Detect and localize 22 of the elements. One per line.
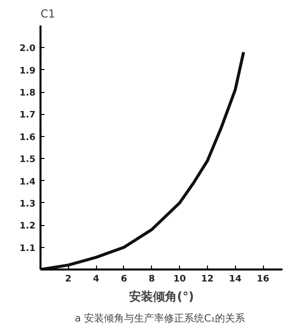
x-tick-label: 4	[93, 274, 100, 284]
x-axis-title: 安装倾角(°)	[129, 290, 194, 304]
y-tick-label: 1.3	[20, 199, 36, 210]
y-tick-label: 1.8	[20, 88, 36, 99]
y-tick-label: 1.2	[20, 222, 36, 232]
x-tick-label: 2	[65, 274, 72, 284]
text: a 安装倾角与生产率修正系统C₁的关系	[74, 312, 246, 324]
x-tick-label: 8	[148, 274, 155, 284]
x-tick-label: 10	[173, 274, 186, 284]
y-tick-label: 1.5	[20, 155, 36, 166]
line-series	[40, 50, 246, 270]
y-axis-title: C1	[40, 8, 56, 20]
y-tick-label: 1.6	[20, 132, 36, 143]
x-tick-label: 14	[228, 274, 242, 284]
y-tick-label: 1.1	[20, 244, 36, 254]
y-tick-label: 1.4	[20, 177, 36, 188]
y-tick-label: 1.9	[20, 66, 36, 76]
x-tick-label: 6	[120, 274, 128, 284]
x-tick-label: 16	[256, 274, 270, 284]
y-tick-label: 1.7	[20, 110, 36, 121]
x-tick-label: 12	[201, 274, 214, 284]
y-tick-label: 2.0	[20, 44, 36, 54]
